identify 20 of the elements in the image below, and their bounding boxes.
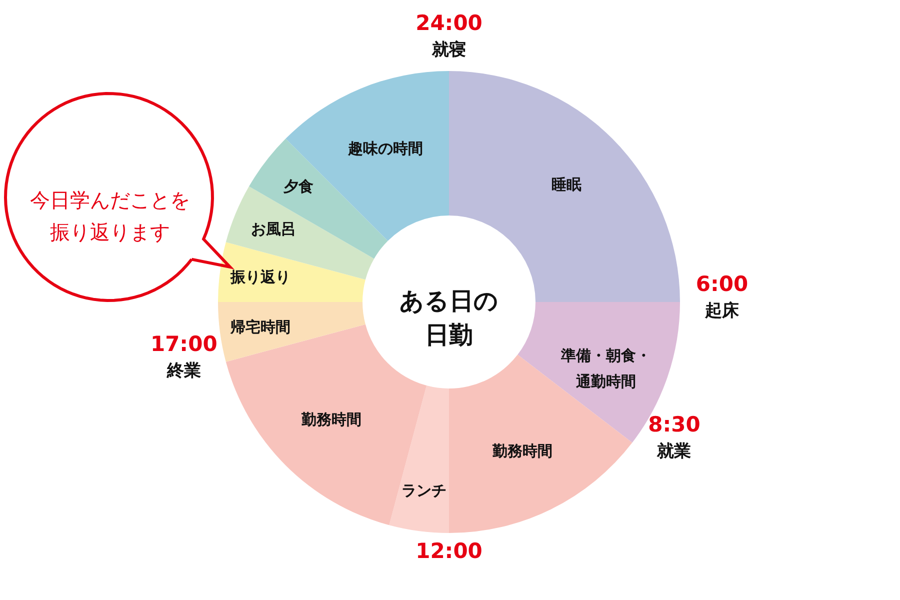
slice-label: 準備・朝食・通勤時間 — [560, 346, 652, 390]
text: 8:30 就業 — [648, 412, 700, 462]
slice-label: 勤務時間 — [300, 410, 362, 428]
slice-label: 趣味の時間 — [346, 140, 423, 158]
slice-label: 夕食 — [282, 177, 314, 196]
slice-label: ランチ — [402, 481, 447, 500]
slice-label: お風呂 — [250, 220, 296, 238]
text: 12:00 — [416, 539, 482, 563]
text: 今日学んだことを振り返ります — [30, 188, 190, 244]
donut-slice — [389, 386, 449, 533]
slice-label: 睡眠 — [551, 176, 582, 194]
donut-slice — [218, 242, 366, 302]
slice-label: 振り返り — [230, 268, 291, 286]
slice-label: 勤務時間 — [491, 442, 552, 460]
text: 17:00 終業 — [150, 332, 218, 381]
text: 24:00 就寝 — [416, 11, 482, 60]
text: 6:00 起床 — [696, 272, 748, 321]
slice-label: 帰宅時間 — [230, 318, 291, 336]
text: ある日の日勤 — [400, 287, 498, 349]
donut-slice — [218, 302, 366, 362]
